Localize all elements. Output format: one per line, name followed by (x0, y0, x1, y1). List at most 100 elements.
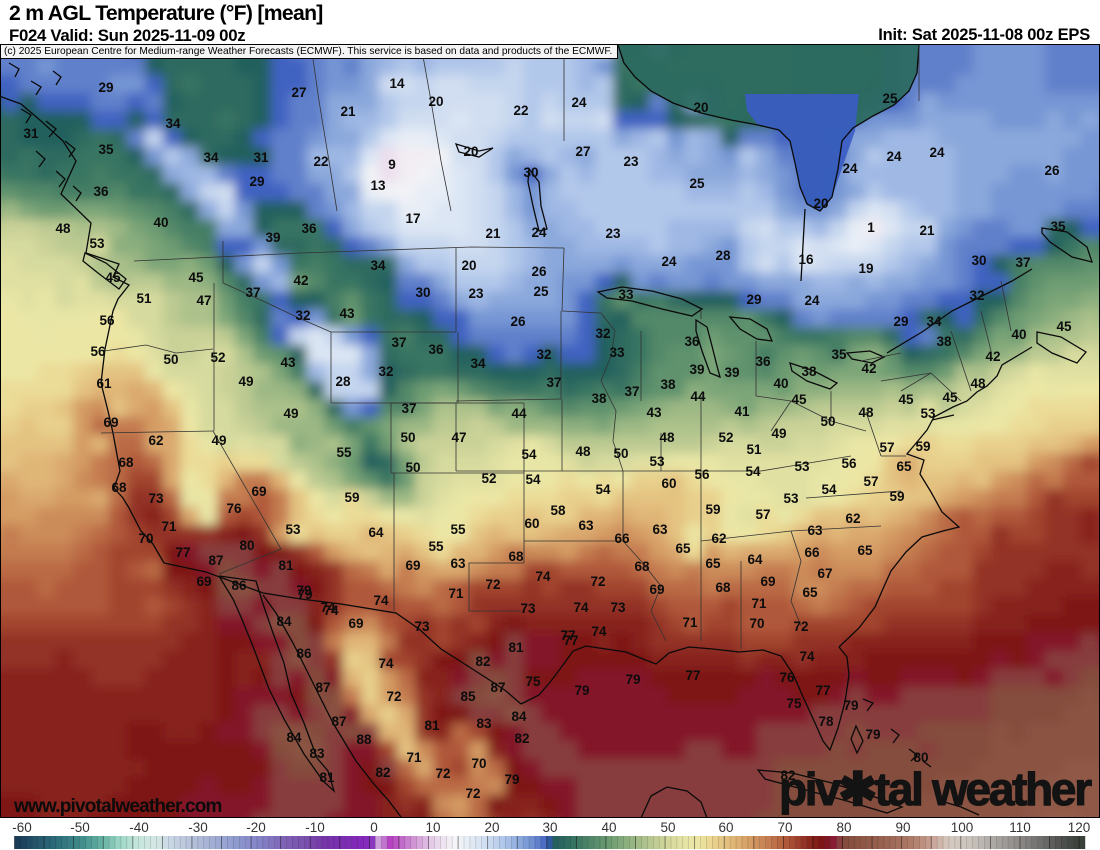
svg-text:88: 88 (356, 732, 372, 747)
svg-text:21: 21 (340, 104, 356, 119)
svg-text:83: 83 (476, 716, 492, 731)
svg-text:65: 65 (896, 459, 912, 474)
svg-text:50: 50 (820, 414, 835, 429)
svg-text:60: 60 (524, 516, 539, 531)
svg-text:73: 73 (414, 619, 430, 634)
svg-text:53: 53 (89, 236, 105, 251)
svg-text:54: 54 (745, 464, 761, 479)
svg-text:25: 25 (689, 176, 705, 191)
svg-text:53: 53 (794, 459, 810, 474)
svg-text:87: 87 (208, 553, 223, 568)
svg-text:63: 63 (807, 523, 823, 538)
svg-text:65: 65 (675, 541, 691, 556)
svg-text:86: 86 (296, 646, 312, 661)
svg-text:79: 79 (296, 583, 311, 598)
svg-text:37: 37 (1015, 255, 1030, 270)
svg-text:34: 34 (203, 150, 219, 165)
svg-text:69: 69 (405, 558, 420, 573)
svg-text:69: 69 (251, 484, 266, 499)
svg-text:22: 22 (313, 154, 328, 169)
svg-text:60: 60 (661, 476, 676, 491)
svg-text:53: 53 (649, 454, 665, 469)
svg-text:72: 72 (465, 786, 480, 801)
svg-text:43: 43 (646, 405, 662, 420)
svg-text:66: 66 (804, 545, 820, 560)
svg-text:56: 56 (694, 467, 710, 482)
svg-text:43: 43 (280, 355, 296, 370)
svg-text:68: 68 (118, 455, 134, 470)
svg-text:28: 28 (715, 248, 731, 263)
svg-text:25: 25 (533, 284, 549, 299)
svg-text:79: 79 (297, 587, 312, 602)
svg-text:36: 36 (684, 334, 700, 349)
svg-text:19: 19 (858, 261, 873, 276)
svg-text:79: 79 (625, 672, 640, 687)
svg-text:29: 29 (98, 80, 113, 95)
svg-text:24: 24 (531, 225, 547, 240)
svg-text:77: 77 (175, 545, 190, 560)
svg-text:20: 20 (463, 144, 478, 159)
svg-text:58: 58 (550, 503, 566, 518)
svg-text:26: 26 (1044, 163, 1060, 178)
svg-text:84: 84 (511, 709, 527, 724)
svg-text:54: 54 (821, 482, 837, 497)
svg-text:62: 62 (845, 511, 860, 526)
svg-text:21: 21 (485, 226, 501, 241)
svg-text:68: 68 (634, 559, 650, 574)
svg-text:70: 70 (138, 531, 153, 546)
svg-text:82: 82 (475, 654, 490, 669)
svg-text:38: 38 (591, 391, 607, 406)
svg-text:20: 20 (693, 100, 708, 115)
svg-text:66: 66 (614, 531, 630, 546)
svg-text:82: 82 (375, 765, 390, 780)
svg-text:77: 77 (560, 628, 575, 643)
svg-text:47: 47 (196, 293, 211, 308)
svg-text:51: 51 (746, 442, 762, 457)
svg-text:49: 49 (771, 426, 786, 441)
svg-text:68: 68 (111, 480, 127, 495)
svg-text:45: 45 (1056, 319, 1072, 334)
svg-text:48: 48 (858, 405, 874, 420)
svg-text:50: 50 (163, 352, 178, 367)
svg-text:74: 74 (378, 656, 394, 671)
svg-text:84: 84 (286, 730, 302, 745)
svg-text:40: 40 (1011, 327, 1026, 342)
svg-text:72: 72 (435, 766, 450, 781)
svg-text:29: 29 (249, 174, 264, 189)
svg-text:32: 32 (536, 347, 551, 362)
svg-text:13: 13 (370, 178, 386, 193)
svg-text:71: 71 (448, 586, 464, 601)
svg-text:55: 55 (336, 445, 352, 460)
svg-text:87: 87 (331, 714, 346, 729)
svg-text:37: 37 (624, 384, 639, 399)
svg-text:31: 31 (253, 150, 269, 165)
svg-text:27: 27 (575, 144, 590, 159)
svg-text:56: 56 (841, 456, 857, 471)
svg-text:50: 50 (400, 430, 415, 445)
svg-text:85: 85 (460, 689, 476, 704)
svg-text:75: 75 (525, 674, 541, 689)
svg-text:20: 20 (813, 196, 828, 211)
svg-text:72: 72 (590, 574, 605, 589)
svg-text:49: 49 (211, 433, 226, 448)
svg-text:52: 52 (481, 471, 496, 486)
svg-text:52: 52 (718, 430, 733, 445)
svg-text:76: 76 (779, 670, 795, 685)
svg-text:55: 55 (450, 522, 466, 537)
svg-text:55: 55 (428, 539, 444, 554)
svg-text:79: 79 (865, 727, 880, 742)
svg-text:38: 38 (936, 334, 952, 349)
svg-text:72: 72 (386, 689, 401, 704)
svg-text:22: 22 (513, 103, 528, 118)
svg-text:33: 33 (618, 287, 634, 302)
svg-text:74: 74 (320, 600, 336, 615)
svg-text:56: 56 (90, 344, 106, 359)
svg-text:20: 20 (461, 258, 476, 273)
svg-text:64: 64 (747, 552, 763, 567)
svg-text:34: 34 (926, 314, 942, 329)
svg-text:35: 35 (831, 347, 847, 362)
svg-text:27: 27 (291, 85, 306, 100)
svg-text:36: 36 (93, 184, 109, 199)
svg-text:32: 32 (595, 326, 610, 341)
svg-text:74: 74 (799, 649, 815, 664)
